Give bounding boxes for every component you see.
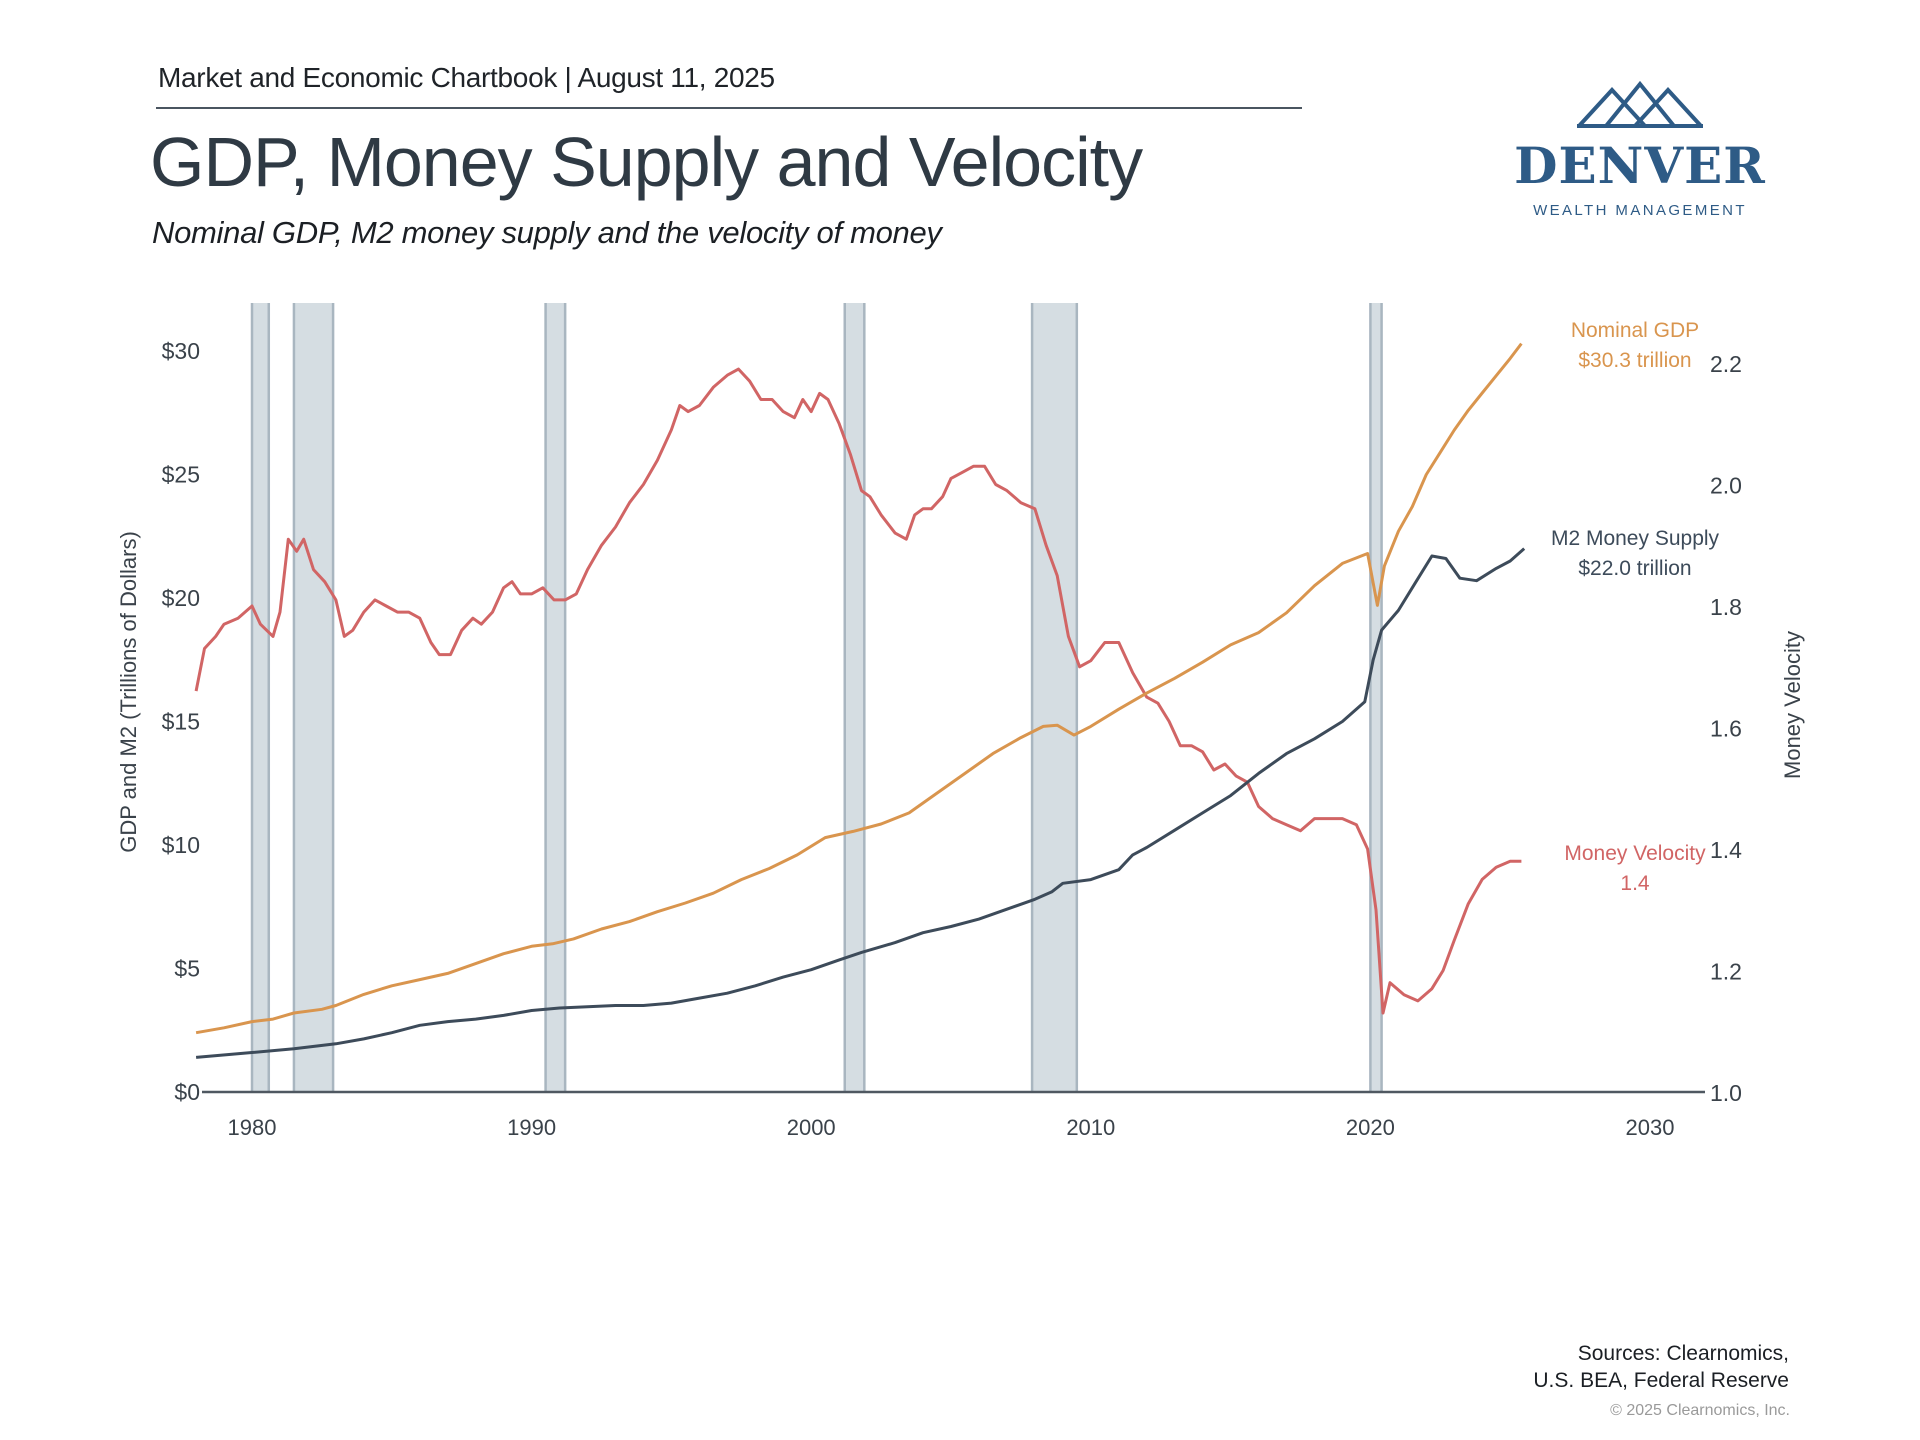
copyright-note: © 2025 Clearnomics, Inc. bbox=[1610, 1402, 1790, 1419]
nominal-gdp-line bbox=[195, 342, 1523, 1035]
x-tick-label: 1990 bbox=[507, 1115, 556, 1140]
logo-wordmark: DENVER bbox=[1514, 136, 1766, 195]
x-tick-label: 2010 bbox=[1066, 1115, 1115, 1140]
m2-money-supply-label-name: M2 Money Supply bbox=[1551, 527, 1720, 550]
recession-band bbox=[250, 303, 271, 1092]
mountains-icon bbox=[1577, 80, 1703, 128]
y-tick-label: $10 bbox=[162, 832, 200, 858]
header-kicker: Market and Economic Chartbook | August 1… bbox=[158, 62, 775, 93]
y-tick-label: $0 bbox=[174, 1079, 200, 1105]
y-axis-right-label: Money Velocity bbox=[1780, 631, 1805, 779]
money-velocity-line bbox=[194, 367, 1522, 1015]
x-tick-label: 2020 bbox=[1346, 1115, 1395, 1140]
recession-band bbox=[1030, 303, 1079, 1092]
header-divider bbox=[156, 107, 1302, 109]
y-tick-label: $5 bbox=[174, 956, 200, 982]
y2-tick-label: 1.0 bbox=[1710, 1080, 1742, 1106]
money-velocity-label-name: Money Velocity bbox=[1564, 842, 1706, 865]
series-end-labels: Money Velocity 1.4 Nominal GDP $30.3 trilli… bbox=[1551, 319, 1720, 895]
y-tick-label: $30 bbox=[162, 338, 200, 364]
y-tick-label: $25 bbox=[162, 462, 200, 488]
x-tick-label: 2030 bbox=[1626, 1115, 1675, 1140]
money-velocity-label-value: 1.4 bbox=[1620, 872, 1650, 895]
x-tick-label: 2000 bbox=[787, 1115, 836, 1140]
x-axis-ticks: 1980 1990 2000 2010 2020 2030 bbox=[228, 1115, 1675, 1140]
logo-tagline: WEALTH MANAGEMENT bbox=[1533, 202, 1747, 219]
y2-tick-label: 1.8 bbox=[1710, 594, 1742, 620]
recession-band bbox=[1369, 303, 1383, 1092]
m2-money-supply-label-value: $22.0 trillion bbox=[1578, 557, 1691, 580]
series-lines bbox=[194, 342, 1526, 1059]
y2-tick-label: 2.0 bbox=[1710, 473, 1742, 499]
y2-tick-label: 2.2 bbox=[1710, 351, 1742, 377]
x-tick-label: 1980 bbox=[228, 1115, 277, 1140]
y2-tick-label: 1.4 bbox=[1710, 837, 1742, 863]
y2-tick-label: 1.2 bbox=[1710, 959, 1742, 985]
y-tick-label: $15 bbox=[162, 709, 200, 735]
y-axis-left-label: GDP and M2 (Trillions of Dollars) bbox=[116, 531, 141, 853]
y-axis-left-ticks: $0 $5 $10 $15 $20 $25 $30 bbox=[162, 338, 200, 1105]
nominal-gdp-label-name: Nominal GDP bbox=[1571, 319, 1699, 342]
company-logo: DENVER WEALTH MANAGEMENT bbox=[1500, 80, 1780, 230]
recession-band bbox=[292, 303, 335, 1092]
y-tick-label: $20 bbox=[162, 585, 200, 611]
m2-money-supply-line bbox=[195, 547, 1526, 1059]
y2-tick-label: 1.6 bbox=[1710, 716, 1742, 742]
sources-line-1: Sources: Clearnomics, bbox=[1577, 1342, 1789, 1365]
page-title: GDP, Money Supply and Velocity bbox=[150, 123, 1143, 201]
sources-line-2: U.S. BEA, Federal Reserve bbox=[1533, 1369, 1789, 1392]
recession-bands bbox=[250, 303, 1383, 1092]
nominal-gdp-label-value: $30.3 trillion bbox=[1578, 349, 1691, 372]
recession-band bbox=[544, 303, 567, 1092]
sources-note: Sources: Clearnomics, U.S. BEA, Federal … bbox=[1533, 1340, 1789, 1394]
y-axis-right-ticks: 1.0 1.2 1.4 1.6 1.8 2.0 2.2 bbox=[1710, 351, 1742, 1106]
page-subtitle: Nominal GDP, M2 money supply and the vel… bbox=[152, 215, 942, 250]
recession-band bbox=[843, 303, 866, 1092]
